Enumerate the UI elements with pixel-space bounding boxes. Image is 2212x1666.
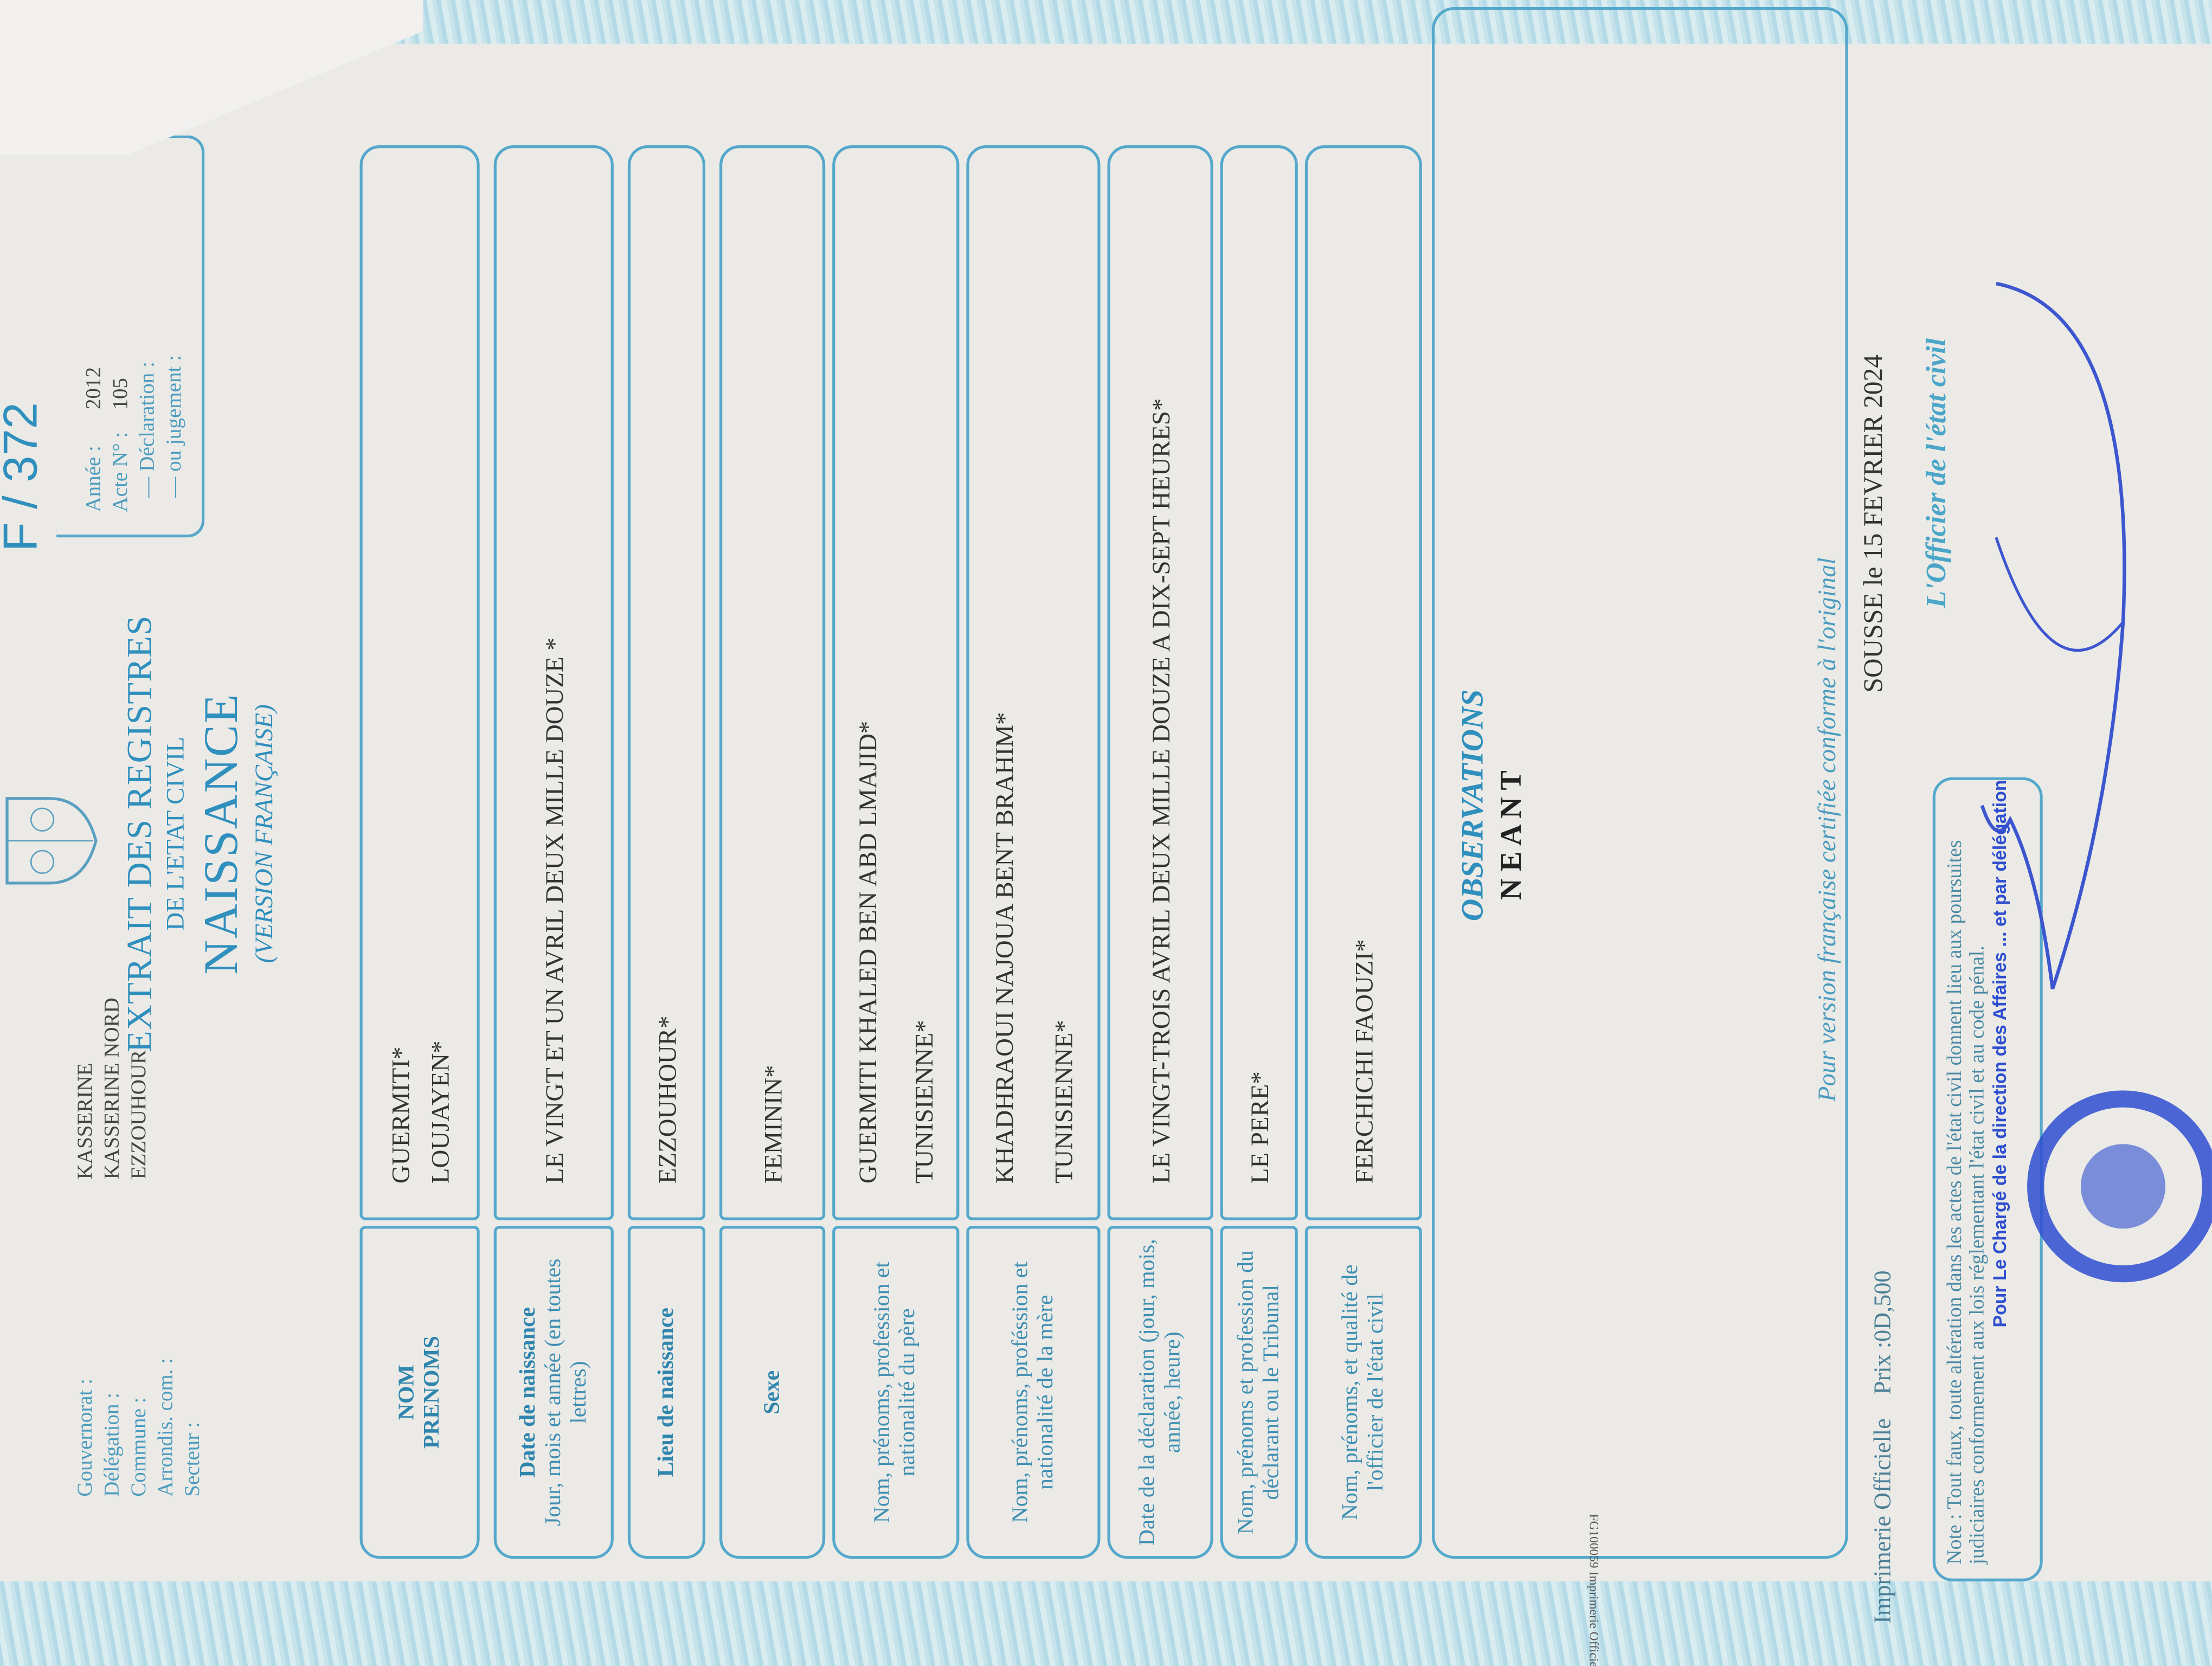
row-label-declaration: Date de la déclaration (jour, mois, anné… (1107, 1226, 1213, 1559)
value-date-naissance: LE VINGT ET UN AVRIL DEUX MILLE DOUZE * (539, 638, 568, 1184)
round-seal-icon (2027, 1090, 2212, 1283)
label-arrondissement: Arrondis. com. : (155, 1358, 178, 1497)
label-nom: NOM (394, 1365, 419, 1420)
row-label-date-naissance: Date de naissance Jour, mois et année (en… (493, 1226, 614, 1559)
annee-value: 2012 (83, 366, 106, 410)
certified-text: Pour version française certifiée conform… (1812, 557, 1841, 1102)
row-label-officier: Nom, prénoms, et qualité de l'officier d… (1304, 1226, 1422, 1559)
document-title: EXTRAIT DES REGISTRES DE L'ETAT CIVIL NA… (121, 580, 279, 1088)
title-main: NAISSANCE (196, 692, 248, 975)
label-declaration: Date de la déclaration (jour, mois, anné… (1135, 1239, 1185, 1546)
value-mere-nationalite: TUNISIENNE* (1049, 1020, 1077, 1184)
act-info-box: Année : 2012 Acte N° : 105 — Déclaration… (56, 135, 205, 538)
observations-title: OBSERVATIONS (1454, 689, 1490, 922)
value-sexe: FEMININ* (758, 1065, 787, 1184)
value-mere: KHADHRAOUI NAJOUA BENT BRAHIM* (989, 712, 1018, 1184)
row-label-lieu: Lieu de naissance (627, 1226, 705, 1559)
price: Prix :0D,500 (1869, 1270, 1896, 1394)
declaration-label: — Déclaration : (137, 362, 160, 498)
row-value-date-naissance: LE VINGT ET UN AVRIL DEUX MILLE DOUZE * (493, 145, 614, 1220)
officer-title: L'Officier de l'état civil (1921, 338, 1953, 608)
label-mere: Nom, prénoms, proféssion et nationalité … (1008, 1262, 1058, 1523)
row-value-sexe: FEMININ* (719, 145, 826, 1220)
row-value-declarant: LE PERE* (1220, 145, 1298, 1220)
acte-label: Acte N° : (110, 432, 133, 512)
label-officier: Nom, prénoms, et qualité de l'officier d… (1338, 1264, 1388, 1521)
label-delegation: Délégation : (101, 1392, 124, 1497)
observations-value: N E A N T (1494, 770, 1528, 900)
value-declaration: LE VINGT-TROIS AVRIL DEUX MILLE DOUZE A … (1146, 398, 1175, 1184)
value-declarant: LE PERE* (1245, 1071, 1274, 1184)
form-number: F / 372 (0, 402, 48, 551)
label-commune: Commune : (128, 1397, 151, 1497)
label-lieu: Lieu de naissance (654, 1308, 678, 1477)
jugement-label: — ou jugement : (163, 355, 187, 498)
label-date-naissance: Date de naissance (516, 1307, 540, 1478)
row-label-mere: Nom, prénoms, proféssion et nationalité … (966, 1226, 1101, 1559)
label-declarant: Nom, prénoms et profession du déclarant … (1233, 1250, 1283, 1535)
coat-of-arms-icon (5, 797, 98, 885)
label-pere: Nom, prénoms, profession et nationalité … (870, 1262, 920, 1523)
observations-box: OBSERVATIONS N E A N T (1432, 7, 1848, 1559)
row-value-nom: GUERMITI* LOUJAYEN* (359, 145, 480, 1220)
row-value-lieu: EZZOUHOUR* (627, 145, 705, 1220)
label-sexe: Sexe (760, 1370, 784, 1414)
row-value-declaration: LE VINGT-TROIS AVRIL DEUX MILLE DOUZE A … (1107, 145, 1213, 1220)
label-date-naissance-sub: Jour, mois et année (en toutes lettres) (541, 1258, 590, 1526)
place-date: SOUSSE le 15 FEVRIER 2024 (1859, 355, 1889, 693)
value-gouvernorat: KASSERINE (74, 1063, 98, 1180)
title-sub: (VERSION FRANÇAISE) (249, 704, 278, 963)
location-labels: Gouvernorat : Délégation : Commune : Arr… (73, 1358, 207, 1497)
value-prenoms: LOUJAYEN* (425, 1040, 454, 1184)
row-value-mere: KHADHRAOUI NAJOUA BENT BRAHIM* TUNISIENNE… (966, 145, 1101, 1220)
value-nom: GUERMITI* (385, 1046, 414, 1184)
signature (1980, 281, 2126, 990)
signature-and-seal (1980, 281, 2212, 1283)
label-secteur: Secteur : (182, 1422, 205, 1497)
printer: Imprimerie Officielle (1869, 1418, 1896, 1624)
row-label-sexe: Sexe (719, 1226, 826, 1559)
acte-value: 105 (110, 378, 133, 410)
row-value-officier: FERCHICHI FAOUZI* (1304, 145, 1422, 1220)
title-line1: EXTRAIT DES REGISTRES (121, 615, 160, 1053)
side-print: FG100059 Imprimerie Officielle (1587, 1514, 1602, 1666)
value-officier: FERCHICHI FAOUZI* (1349, 939, 1378, 1184)
title-line2: DE L'ETAT CIVIL (160, 736, 189, 931)
value-lieu: EZZOUHOUR* (652, 1015, 681, 1184)
row-value-pere: GUERMITI KHALED BEN ABD LMAJID* TUNISIENN… (832, 145, 960, 1220)
row-label-pere: Nom, prénoms, profession et nationalité … (832, 1226, 960, 1559)
label-prenoms: PRENOMS (420, 1336, 444, 1449)
printer-price: Imprimerie Officielle Prix :0D,500 (1869, 1270, 1896, 1624)
value-pere-nationalite: TUNISIENNE* (910, 1020, 938, 1184)
value-pere: GUERMITI KHALED BEN ABD LMAJID* (853, 721, 882, 1184)
row-label-declarant: Nom, prénoms et profession du déclarant … (1220, 1226, 1298, 1559)
annee-label: Année : (83, 446, 106, 512)
row-label-nom: NOM PRENOMS (359, 1226, 480, 1559)
label-gouvernorat: Gouvernorat : (74, 1378, 98, 1497)
official-stamp-text: Pour Le Chargé de la direction des Affai… (1989, 780, 2010, 1328)
